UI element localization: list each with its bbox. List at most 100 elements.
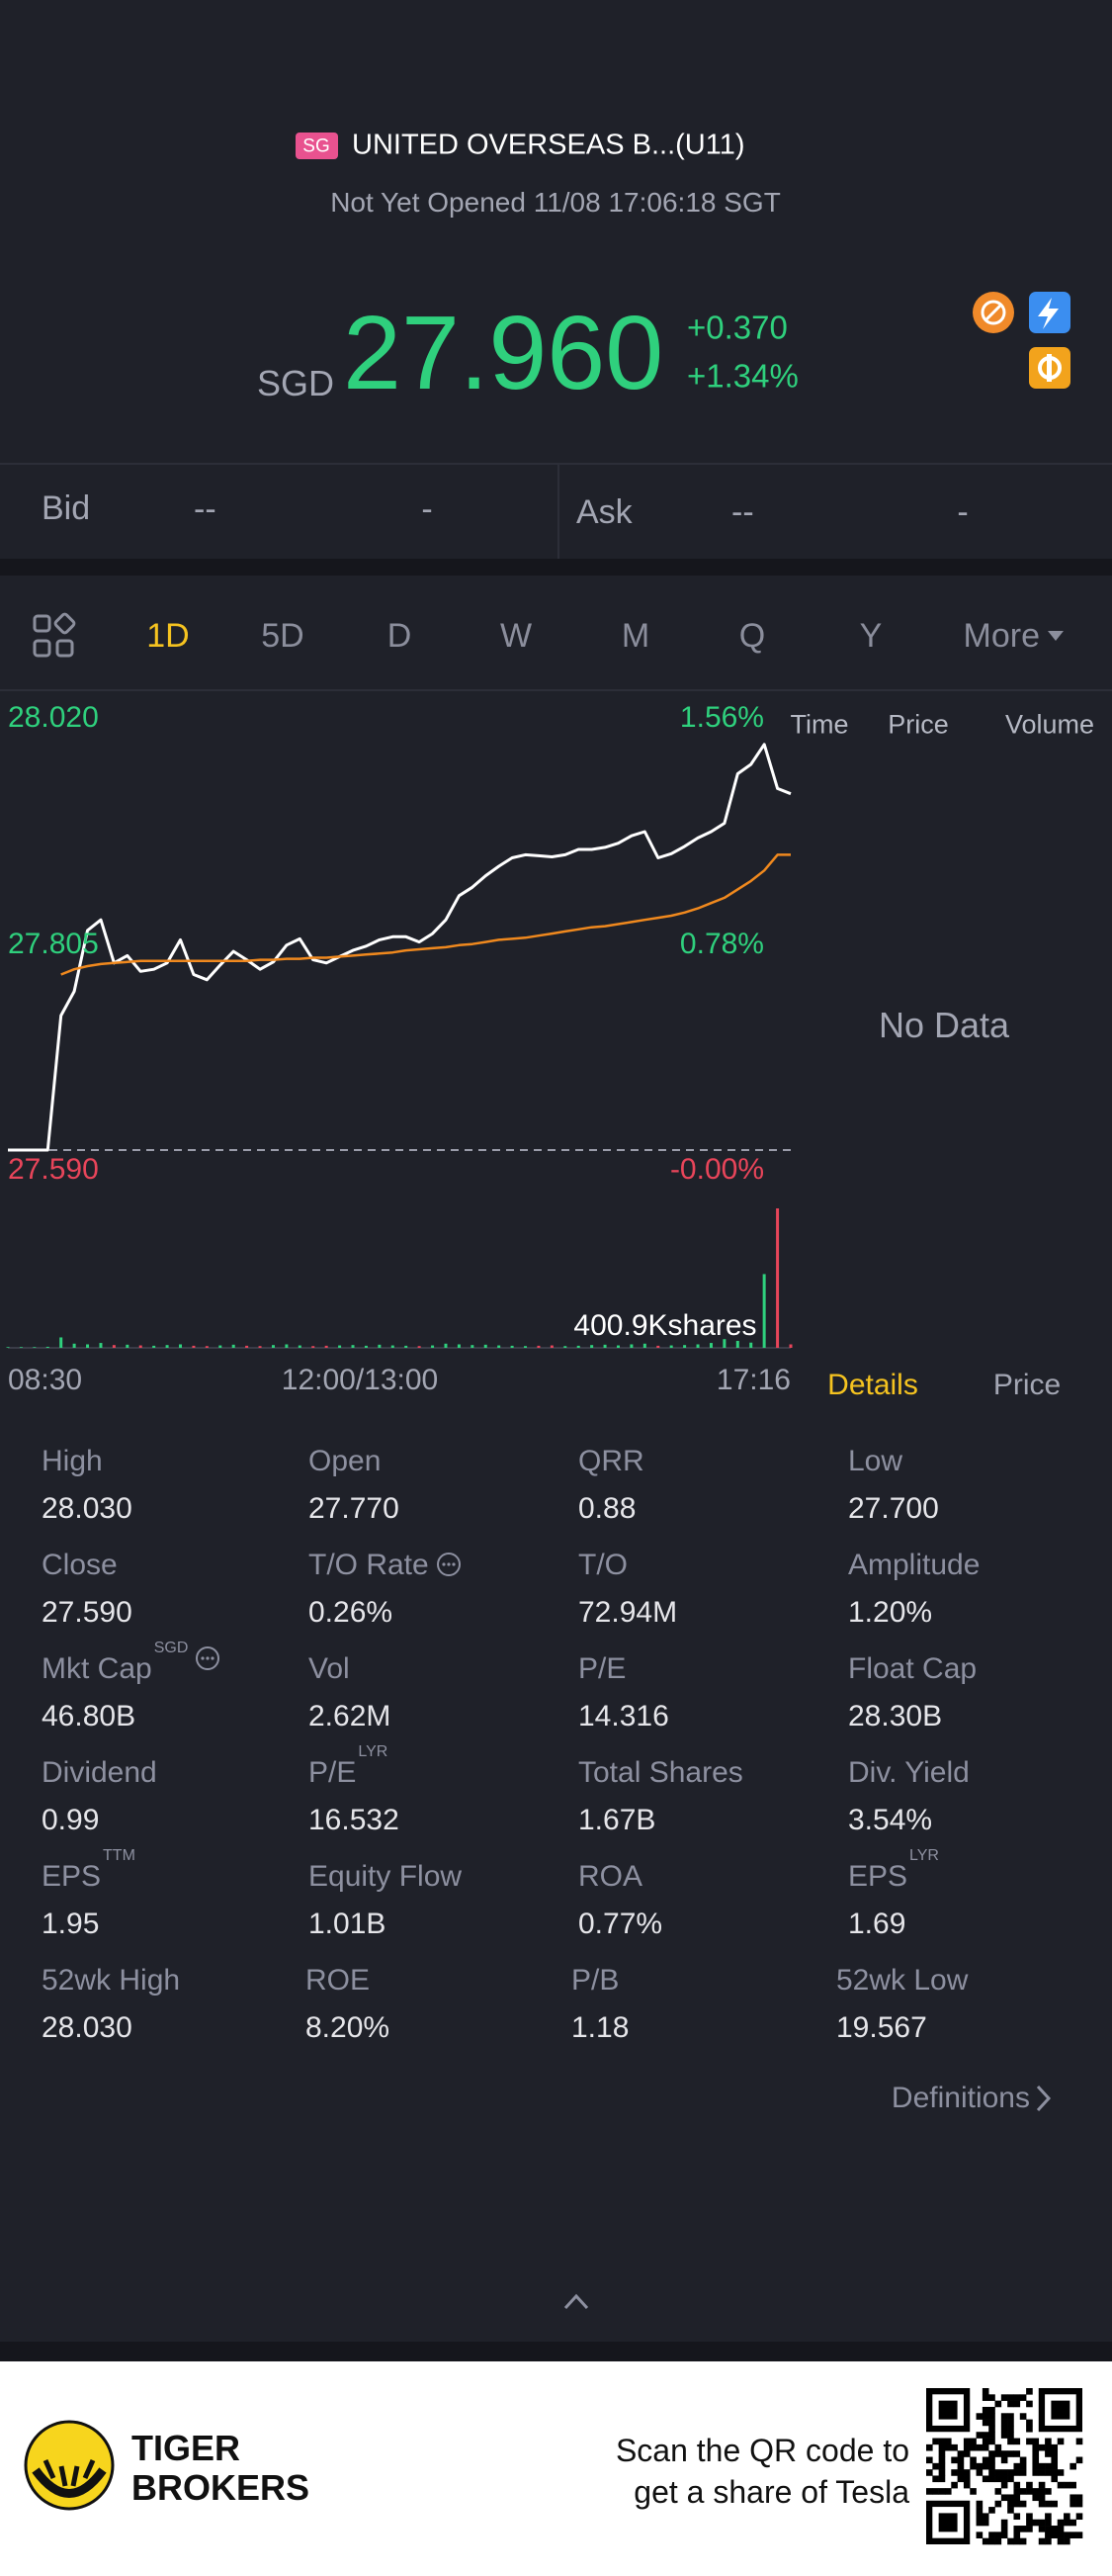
qr-module [1026,2513,1033,2521]
price-change: +0.370 [687,309,788,346]
volume-bar [165,1345,169,1348]
stat-value: 0.77% [578,1908,663,1940]
expand-caret[interactable] [563,2293,589,2310]
volume-bar [683,1345,687,1348]
period-tab[interactable]: Y [859,617,883,655]
qr-module [1051,2462,1059,2470]
qr-module [938,2443,946,2451]
label-text: High [42,1445,103,1477]
label-text: 52wk Low [836,1964,969,1997]
qr-module [1051,2475,1059,2483]
y-tick-label: 27.590 [8,1153,99,1186]
qr-module [988,2450,995,2457]
bid-size: - [421,490,433,528]
y2-tick-label: 1.56% [679,701,764,734]
qr-module [1057,2438,1065,2445]
qr-module [1064,2519,1070,2527]
stat-label: Close [42,1551,118,1580]
last-price: 27.960 [343,295,664,411]
panel-tab[interactable]: Details [827,1369,918,1401]
period-tab[interactable]: More [963,617,1040,655]
label-text: EPS [42,1860,102,1893]
qr-module [1019,2462,1027,2470]
label-text: ROA [578,1860,643,1893]
qr-module [1045,2519,1052,2527]
qr-module [982,2456,989,2464]
stat-label: T/O [578,1551,628,1580]
stat-label: Total Shares [578,1758,743,1788]
label-superscript: LYR [358,1743,388,1760]
qr-module [957,2456,965,2464]
qr-module [982,2394,989,2401]
info-icon[interactable] [194,1644,221,1672]
brand: TIGER [131,2428,241,2468]
stat-label: P/E LYR [308,1744,387,1788]
qr-module [1045,2462,1052,2470]
period-tab[interactable]: D [386,617,412,655]
stat-value: 2.62M [308,1700,391,1732]
layout-icon[interactable] [33,612,76,658]
qr-module [1007,2450,1014,2457]
qr-module [1026,2425,1033,2433]
period-tab[interactable]: 1D [146,617,190,655]
qr-module [1007,2507,1014,2514]
region-badge [296,133,338,159]
y-tick-label: 27.805 [8,927,99,960]
volume-bar [258,1346,262,1348]
volume-bar [6,1347,10,1348]
qr-module [1000,2419,1008,2427]
label-text: Float Cap [848,1652,978,1685]
period-tab[interactable]: 5D [261,617,304,655]
qr-module [988,2425,995,2433]
bid-price: -- [194,490,216,528]
volume-bar [126,1344,129,1348]
qr-module [1045,2526,1052,2532]
dropdown-arrow[interactable] [1048,631,1064,641]
chevron[interactable] [1036,2085,1052,2112]
definitions-link[interactable]: Definitions [891,2082,1030,2114]
column-header: Volume [1004,709,1095,740]
panel-tab[interactable]: Price [992,1369,1062,1401]
label-text: Dividend [42,1756,157,1789]
volume-bar [630,1344,634,1348]
volume-bar [311,1346,315,1348]
qr-module [1075,2532,1083,2538]
period-tab[interactable]: M [621,617,650,655]
qr-module [1038,2481,1046,2489]
qr-module [1045,2469,1052,2476]
stat-label: ROA [578,1862,642,1892]
qr-module [1007,2537,1014,2545]
stat-value: 46.80B [42,1700,136,1732]
qr-module [988,2475,995,2483]
label-text: P/B [571,1964,620,1997]
qr-module [1069,2462,1076,2470]
qr-module [1000,2526,1008,2532]
volume-bar [616,1345,620,1348]
stat-value: 1.95 [42,1908,100,1940]
qr-module [963,2443,971,2451]
qr-module [957,2450,965,2457]
period-tab[interactable]: W [499,617,533,655]
info-icon[interactable] [435,1551,463,1578]
period-tab[interactable]: Q [738,617,766,655]
label-superscript: LYR [909,1847,939,1864]
qr-module [982,2388,989,2395]
qr-code [926,2388,1083,2545]
qr-module [1064,2481,1070,2489]
band [0,559,1112,576]
qr-module [932,2475,939,2483]
stat-label: ROE [305,1966,370,1996]
qr-module [1019,2526,1027,2532]
qr-module [982,2432,989,2439]
qr-module [957,2469,965,2476]
volume-bar [762,1274,766,1348]
stat-value: 1.18 [571,2011,630,2044]
label-text: 52wk High [42,1964,181,1997]
qr-module [926,2488,933,2495]
qr-module [951,2456,958,2464]
qr-module [1075,2494,1083,2502]
qr-module [1038,2462,1046,2470]
ask-size: - [957,493,969,531]
qr-module [982,2513,989,2521]
